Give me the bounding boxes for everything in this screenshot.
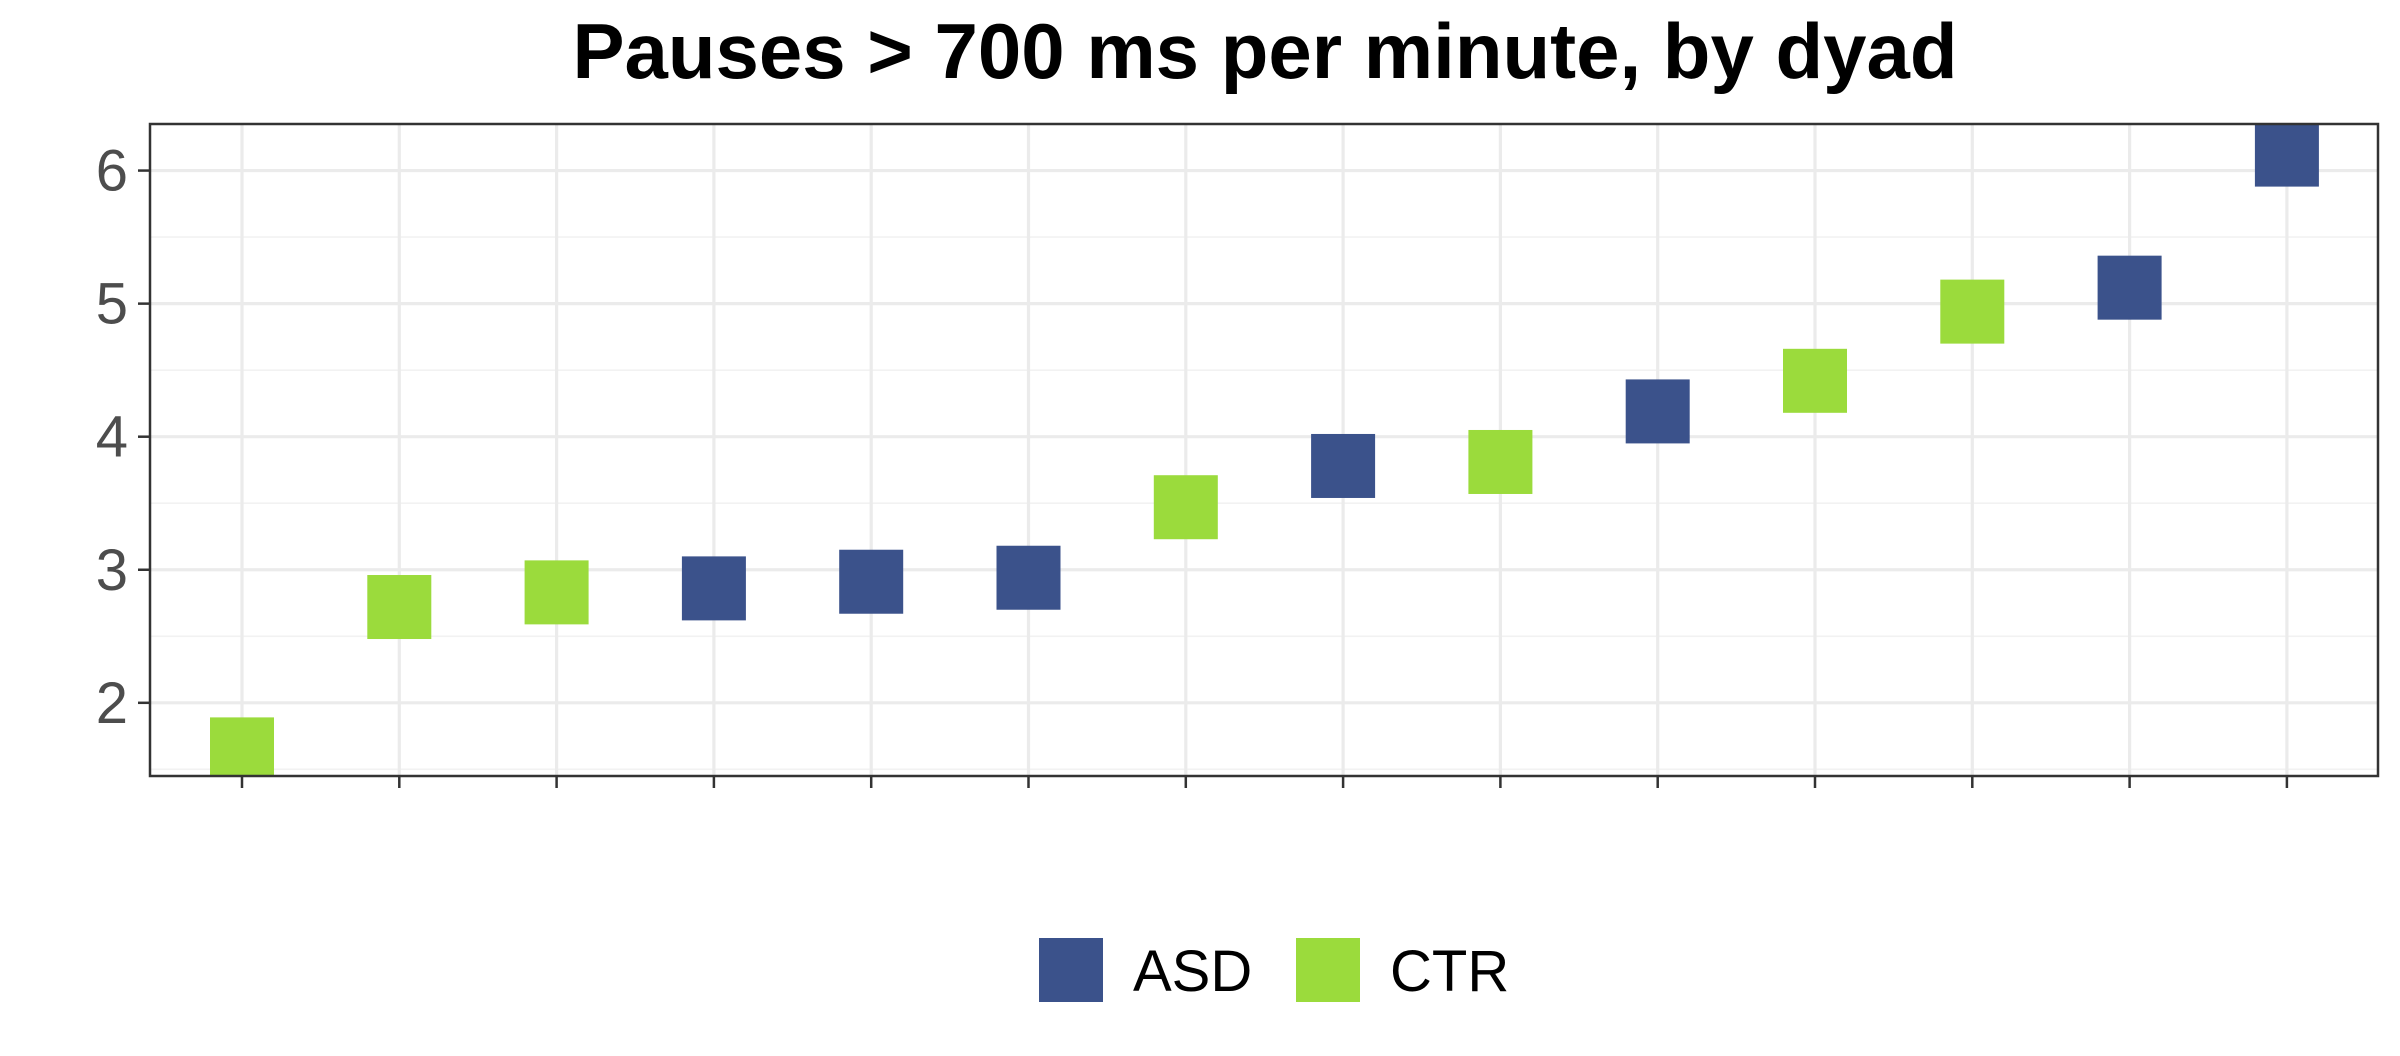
legend-key-asd — [1039, 938, 1103, 1002]
legend-key-ctr — [1296, 938, 1360, 1002]
y-tick-label: 5 — [96, 272, 128, 337]
legend-label-asd: ASD — [1133, 939, 1252, 1004]
data-point-asd — [1311, 433, 1376, 498]
data-point-ctr — [367, 575, 432, 640]
data-point-asd — [2254, 124, 2319, 187]
y-tick-label: 3 — [96, 538, 128, 603]
panel-background — [150, 124, 2378, 776]
legend: ASD CTR — [1039, 938, 1509, 1004]
y-tick-label: 2 — [96, 671, 128, 736]
y-tick-label: 4 — [96, 405, 128, 470]
panel-border — [148, 122, 2380, 778]
data-point-ctr — [1940, 279, 2005, 344]
data-point-asd — [681, 556, 746, 621]
data-point-asd — [839, 549, 904, 614]
data-point-ctr — [1153, 475, 1218, 540]
data-point-ctr — [1468, 429, 1533, 494]
legend-label-ctr: CTR — [1390, 939, 1509, 1004]
data-point-asd — [996, 545, 1061, 610]
data-point-ctr — [210, 717, 274, 776]
y-tick-label: 6 — [96, 139, 128, 204]
data-point-ctr — [1783, 348, 1847, 413]
data-point-ctr — [524, 560, 589, 625]
data-point-asd — [1625, 379, 1690, 444]
plot-area: 2 3 4 5 6 — [96, 122, 2380, 788]
data-point-asd — [2097, 255, 2162, 320]
chart-title: Pauses > 700 ms per minute, by dyad — [572, 7, 1957, 95]
